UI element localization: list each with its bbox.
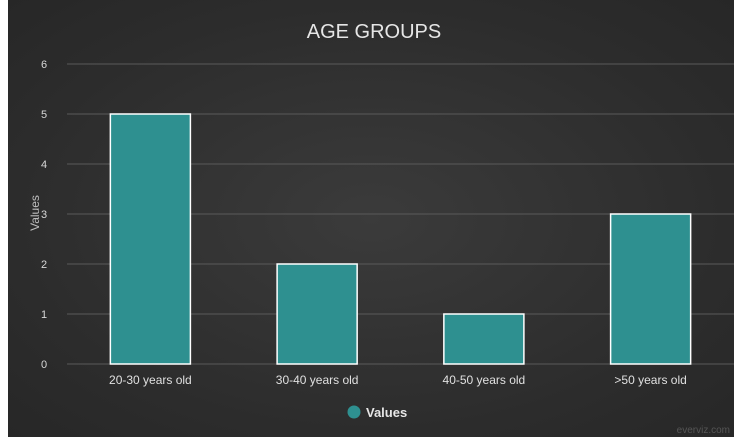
credit-text[interactable]: everviz.com (677, 425, 730, 436)
x-tick-label: >50 years old (614, 373, 686, 387)
bars (109, 113, 692, 365)
y-axis-ticks: 0 1 2 3 4 5 6 (41, 59, 47, 371)
x-tick-label: 30-40 years old (276, 373, 359, 387)
legend-marker-icon[interactable] (347, 405, 361, 419)
bar-chart: AGE GROUPS Values 0 1 2 3 4 5 6 20-30 years ol… (28, 21, 734, 436)
y-axis-label: Values (28, 195, 42, 231)
x-tick-label: 20-30 years old (109, 373, 192, 387)
y-tick-label: 1 (41, 309, 47, 321)
legend[interactable]: Values (347, 405, 408, 420)
legend-label[interactable]: Values (366, 405, 407, 420)
y-tick-label: 5 (41, 109, 47, 121)
bar[interactable] (609, 213, 692, 365)
y-tick-label: 0 (41, 359, 47, 371)
x-axis-ticks: 20-30 years old 30-40 years old 40-50 year… (109, 373, 687, 387)
y-tick-label: 2 (41, 259, 47, 271)
y-tick-label: 6 (41, 59, 47, 71)
chart-frame: AGE GROUPS Values 0 1 2 3 4 5 6 20-30 years ol… (8, 0, 734, 437)
x-tick-label: 40-50 years old (443, 373, 526, 387)
y-tick-label: 3 (41, 209, 47, 221)
chart-title: AGE GROUPS (307, 21, 441, 43)
bar[interactable] (443, 313, 525, 365)
y-tick-label: 4 (41, 159, 47, 171)
bar[interactable] (109, 113, 192, 365)
bar[interactable] (276, 263, 358, 365)
